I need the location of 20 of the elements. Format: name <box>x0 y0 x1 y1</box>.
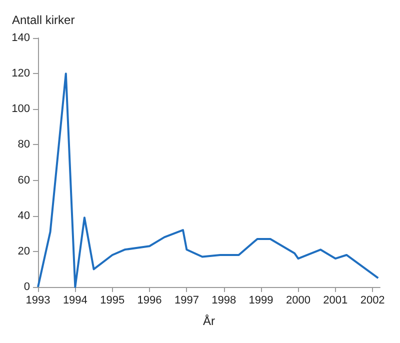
y-tick-label: 20 <box>18 245 30 258</box>
x-tick-label: 2001 <box>323 294 348 306</box>
y-tick-label: 140 <box>12 32 30 44</box>
x-tick-label: 1994 <box>62 294 88 306</box>
x-tick-label: 1999 <box>248 294 274 306</box>
x-tick-label: 2000 <box>286 294 310 306</box>
y-tick-label: 100 <box>12 103 30 116</box>
y-tick-label: 120 <box>12 68 30 80</box>
y-tick-label: 80 <box>18 138 30 151</box>
y-axis-title: Antall kirker <box>12 13 75 27</box>
x-tick-label: 2002 <box>360 294 385 306</box>
x-axis-title: År <box>203 314 216 328</box>
x-tick-label: 1993 <box>26 294 50 306</box>
x-tick-label: 1998 <box>212 294 236 306</box>
x-tick-label: 1995 <box>100 294 125 306</box>
y-tick-label: 40 <box>18 210 30 222</box>
y-tick-label: 60 <box>18 174 30 186</box>
x-tick-label: 1997 <box>174 294 199 306</box>
x-tick-label: 1996 <box>137 294 162 306</box>
y-tick-label: 0 <box>24 281 30 293</box>
